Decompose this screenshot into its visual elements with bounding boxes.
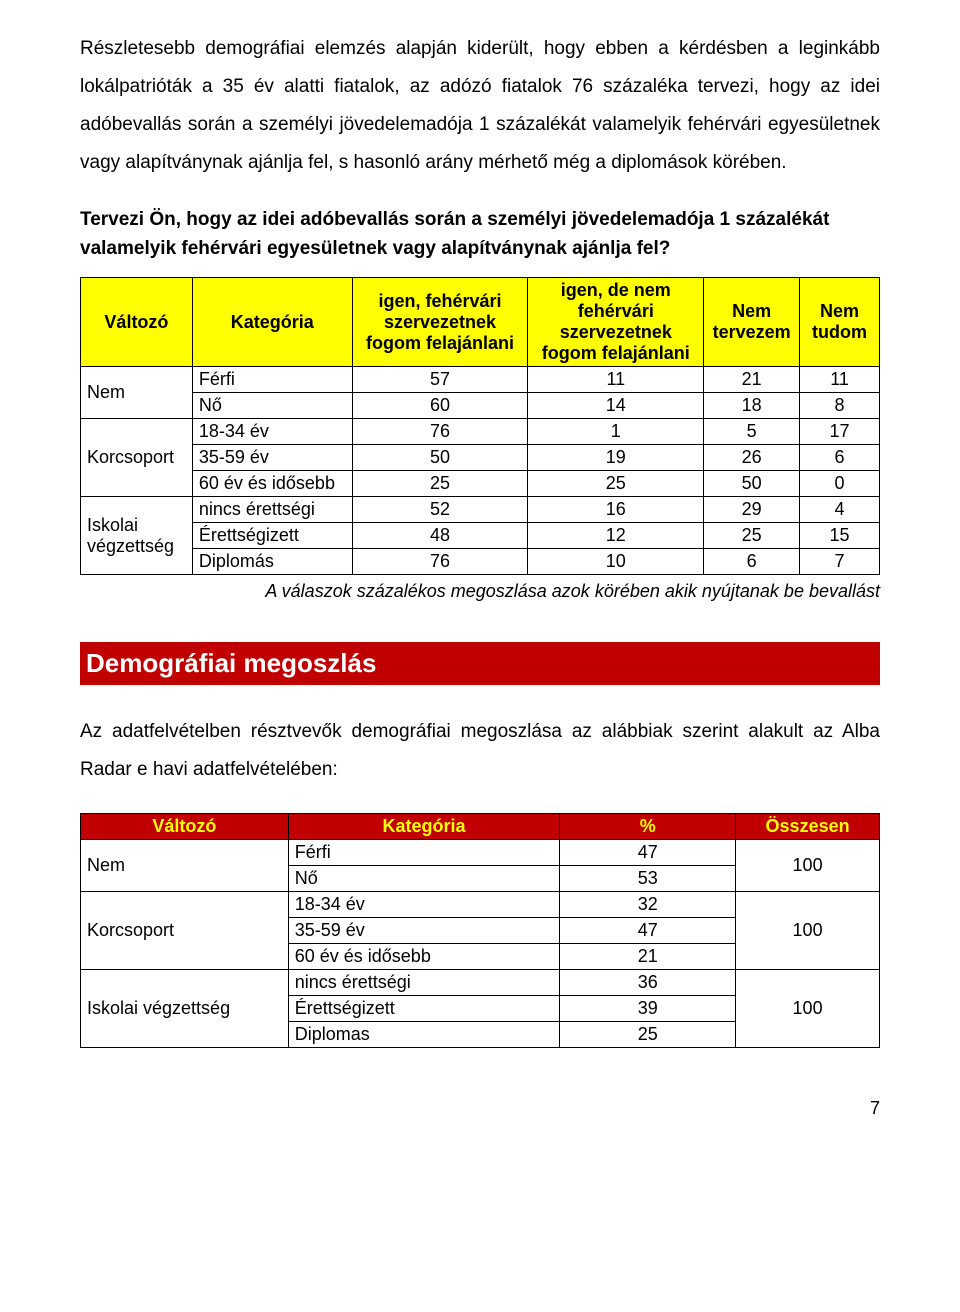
t2-h1: Kategória: [288, 814, 560, 840]
t1-h5: Nem tudom: [800, 278, 880, 367]
t1-h3: igen, de nem fehérvári szervezetnek fogo…: [528, 278, 704, 367]
table-row: 35-59 év 50 19 26 6: [81, 445, 880, 471]
table-row: Korcsoport 18-34 év 76 1 5 17: [81, 419, 880, 445]
t2-h2: %: [560, 814, 736, 840]
table-row: Nem Férfi 57 11 21 11: [81, 367, 880, 393]
table-row: Iskolai végzettség nincs érettségi 36 10…: [81, 970, 880, 996]
table-1: Változó Kategória igen, fehérvári szerve…: [80, 277, 880, 575]
table-row: Nő 60 14 18 8: [81, 393, 880, 419]
table-row: Érettségizett 48 12 25 15: [81, 523, 880, 549]
t1-h0: Változó: [81, 278, 193, 367]
t2-h0: Változó: [81, 814, 289, 840]
t1-h2: igen, fehérvári szervezetnek fogom felaj…: [352, 278, 528, 367]
section-heading: Demográfiai megoszlás: [80, 642, 880, 685]
table-row: Iskolai végzettség nincs érettségi 52 16…: [81, 497, 880, 523]
question-text: Tervezi Ön, hogy az idei adóbevallás sor…: [80, 206, 880, 263]
table-row: 60 év és idősebb 25 25 50 0: [81, 471, 880, 497]
paragraph-intro: Részletesebb demográfiai elemzés alapján…: [80, 30, 880, 182]
t1-h4: Nem tervezem: [704, 278, 800, 367]
t2-h3: Összesen: [736, 814, 880, 840]
table-row: Korcsoport 18-34 év 32 100: [81, 892, 880, 918]
table-row: Diplomás 76 10 6 7: [81, 549, 880, 575]
paragraph-demographics: Az adatfelvételben résztvevők demográfia…: [80, 713, 880, 789]
t1-h1: Kategória: [192, 278, 352, 367]
table-row: Nem Férfi 47 100: [81, 840, 880, 866]
page-number: 7: [80, 1098, 880, 1119]
table-2: Változó Kategória % Összesen Nem Férfi 4…: [80, 813, 880, 1048]
table-footnote: A válaszok százalékos megoszlása azok kö…: [80, 581, 880, 602]
